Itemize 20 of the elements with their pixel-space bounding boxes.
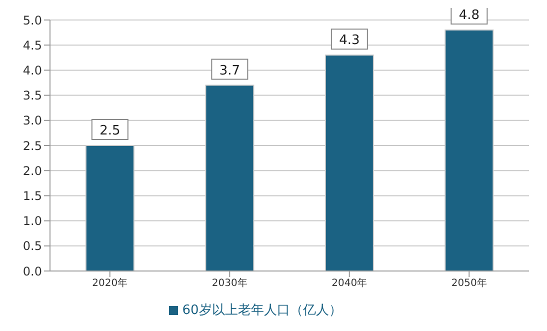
text: 2.0 — [22, 164, 42, 178]
text: 3.5 — [22, 88, 42, 103]
data-label: 2.5 — [100, 124, 120, 138]
text: 3.0 — [22, 114, 42, 128]
x-tick-label: 2030年 — [212, 277, 248, 290]
data-label: 4.3 — [339, 33, 360, 48]
x-tick-label: 2040年 — [332, 277, 368, 290]
text: 4.5 — [22, 38, 42, 52]
x-tick-label: 2050年 — [451, 277, 487, 290]
text: 1.0 — [22, 214, 42, 228]
text: 1.5 — [22, 188, 42, 203]
text: 2.5 — [22, 138, 42, 153]
legend-label: 60岁以上老年人口（亿人） — [182, 303, 342, 318]
text: 4.0 — [22, 63, 42, 78]
text: 0.0 — [22, 264, 42, 278]
text: 5.0 — [22, 13, 42, 28]
x-tick-label: 2020年 — [92, 277, 128, 290]
data-label: 4.8 — [458, 8, 480, 24]
data-label: 3.7 — [219, 63, 240, 78]
text: 0.5 — [22, 239, 42, 254]
